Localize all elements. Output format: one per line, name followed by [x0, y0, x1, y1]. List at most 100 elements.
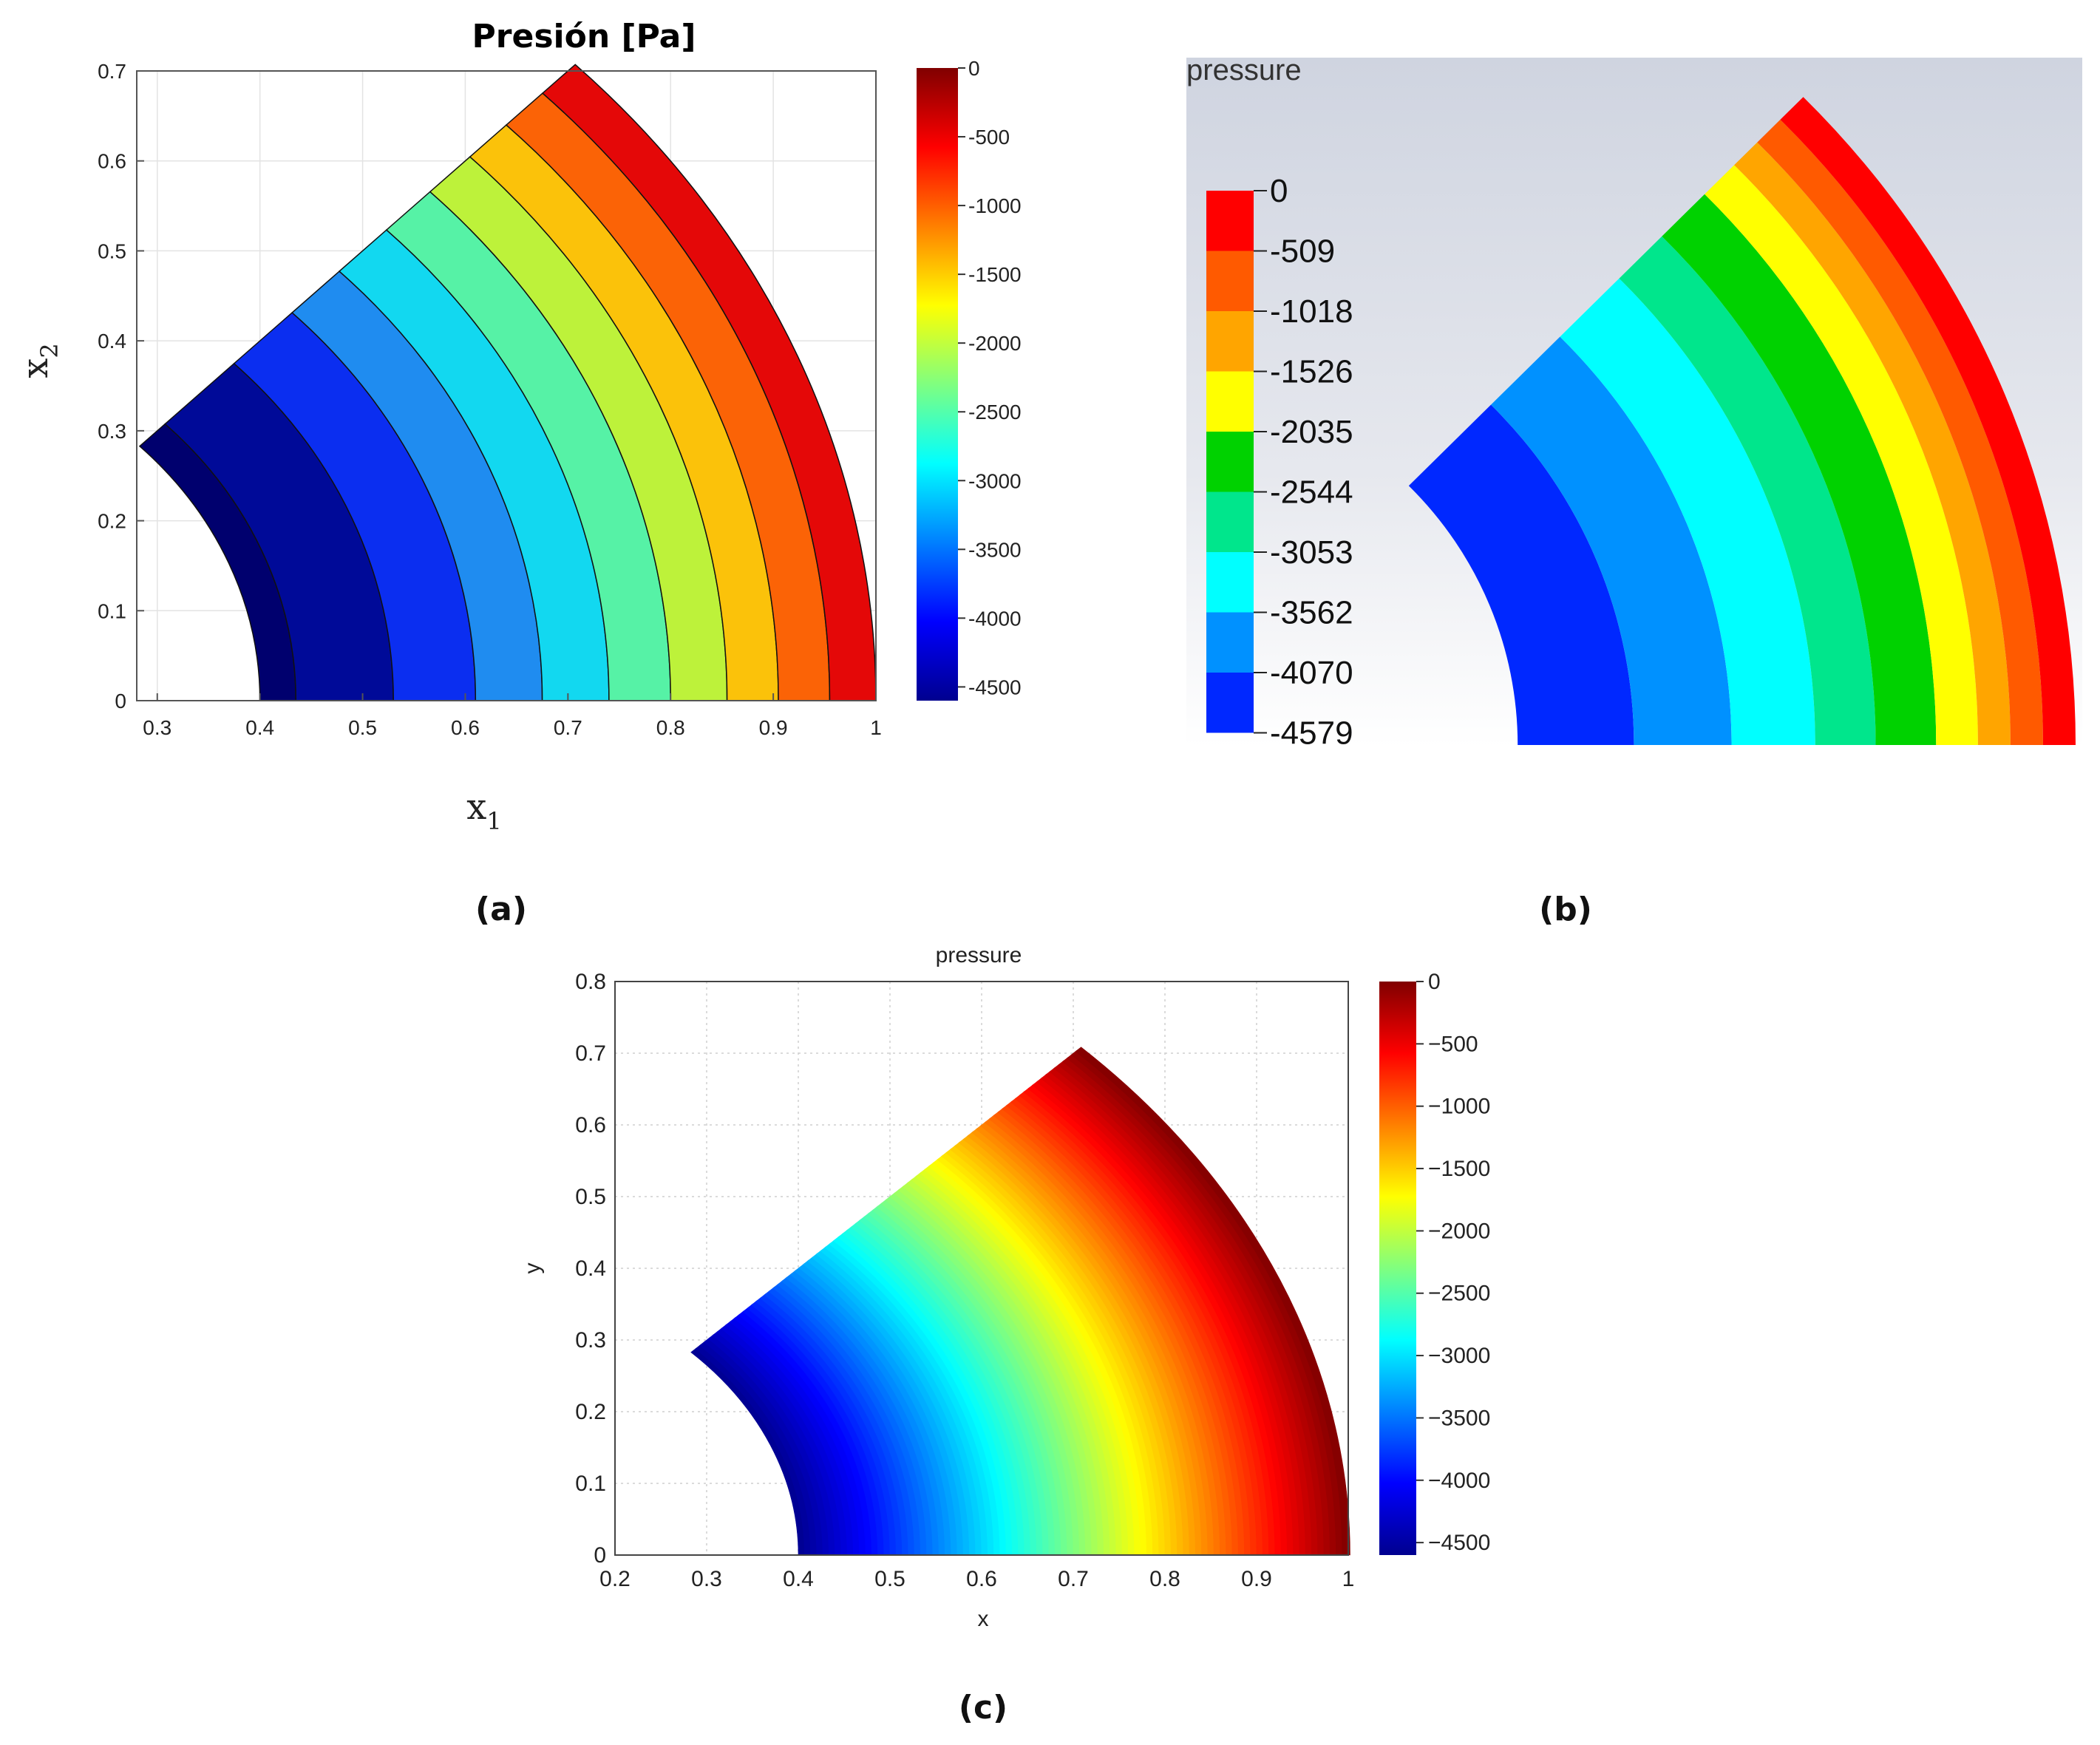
panel-b-title: pressure	[1186, 54, 1302, 86]
panel-c-colorbar-label: −4000	[1428, 1469, 1490, 1493]
panel-a-title: Presión [Pa]	[472, 18, 696, 55]
panel-c-field-ring	[1075, 1047, 1350, 1556]
panel-a-y-tick-label: 0.3	[98, 420, 126, 443]
panel-a-colorbar-ticks: 0 -500 -1000 -1500 -2000 -2500 -3000 -3500 -4000…	[958, 57, 1022, 698]
panel-b-legend-label: -1018	[1270, 293, 1353, 330]
panel-b-contour-band	[1705, 165, 1978, 745]
panel-c-pressure-field	[690, 1047, 1350, 1556]
panel-c-x-tick-label: 0.2	[599, 1567, 631, 1591]
panel-b-contour-band	[1734, 142, 2011, 745]
panel-b-contour-band	[1560, 278, 1815, 745]
panel-b-contour-band	[1662, 194, 1937, 745]
panel-b-legend-label: -4579	[1270, 715, 1353, 752]
panel-b-legend-swatch	[1206, 251, 1254, 311]
panel-a-colorbar-label: -3000	[968, 469, 1022, 492]
panel-a-colorbar-label: -4000	[968, 607, 1022, 630]
panel-c-x-tick-label: 1	[1342, 1567, 1355, 1591]
panel-c-colorbar-label: −1500	[1428, 1157, 1490, 1181]
panel-a-y-label: x2	[15, 343, 64, 378]
panel-c-y-tick-label: 0.4	[575, 1256, 606, 1281]
panel-b-contour-band	[1491, 336, 1732, 746]
panel-c-title: pressure	[936, 943, 1022, 967]
panel-c-label: (c)	[959, 1689, 1007, 1727]
panel-b-contour-band	[1408, 404, 1634, 745]
panel-b-contour-band	[1780, 97, 2076, 745]
panel-c-y-tick-label: 0.8	[575, 970, 606, 994]
panel-a-contour-bands	[138, 64, 877, 701]
panel-a-colorbar-label: -1500	[968, 263, 1022, 286]
panel-a-y-tick-label: 0.7	[98, 60, 126, 83]
panel-b-legend-label: -1526	[1270, 354, 1353, 390]
panel-a-colorbar-label: -3500	[968, 538, 1022, 561]
panel-a-colorbar-label: -4500	[968, 676, 1022, 698]
panel-a-colorbar-label: -500	[968, 126, 1010, 149]
panel-c-y-tick-label: 0.1	[575, 1472, 606, 1496]
panel-c-colorbar-label: 0	[1428, 970, 1441, 994]
panel-c-colorbar-ticks: 0 −500 −1000 −1500 −2000 −2500 −3000 −3500 −4000…	[1416, 970, 1490, 1555]
panel-c-colorbar-label: −1000	[1428, 1095, 1490, 1119]
panel-b-legend-label: -3053	[1270, 534, 1353, 571]
panel-c-x-tick-label: 0.3	[691, 1567, 722, 1591]
panel-c-colorbar-label: −3000	[1428, 1344, 1490, 1368]
panel-b: pressure 0 -509 -1018 -1526 -2035 -2544 -3053 -…	[1186, 54, 2082, 928]
panel-b-legend-label: -3562	[1270, 595, 1353, 631]
panel-c-axes-frame	[614, 981, 1349, 1556]
panel-c-x-tick-label: 0.8	[1149, 1567, 1180, 1591]
panel-b-legend-swatch	[1206, 491, 1254, 552]
panel-a-colorbar-label: -2000	[968, 332, 1022, 355]
panel-c-x-ticks: 0.2 0.3 0.4 0.5 0.6 0.7 0.8 0.9 1	[599, 1567, 1354, 1591]
panel-b-label: (b)	[1539, 891, 1592, 928]
panel-b-legend-swatch	[1206, 371, 1254, 432]
panel-c-x-label: x	[978, 1607, 989, 1631]
panel-b-legend-swatch	[1206, 311, 1254, 372]
panel-a-x-label-sub: 1	[486, 807, 501, 835]
panel-b-legend-label: -4070	[1270, 655, 1353, 691]
panel-a-x-tick-label: 0.5	[348, 716, 377, 739]
panel-c-colorbar	[1379, 982, 1416, 1555]
panel-c-colorbar-label: −3500	[1428, 1406, 1490, 1430]
panel-a-y-label-base: x	[15, 358, 56, 378]
panel-b-legend-swatch	[1206, 191, 1254, 251]
panel-b-legend-label: 0	[1270, 173, 1288, 209]
panel-a-y-ticks: 0 0.1 0.2 0.3 0.4 0.5 0.6 0.7	[98, 60, 144, 712]
panel-a-y-tick-label: 0.2	[98, 510, 126, 533]
panel-c-y-tick-label: 0	[594, 1543, 606, 1568]
panel-a-colorbar-label: -2500	[968, 401, 1022, 424]
panel-a: 0.3 0.4 0.5 0.6 0.7 0.8 0.9 1 00.10.20.30.40.50…	[15, 18, 1022, 928]
panel-a-x-tick-label: 0.6	[451, 716, 480, 739]
panel-c-y-tick-label: 0.2	[575, 1400, 606, 1424]
panel-c-y-label: y	[520, 1263, 545, 1274]
panel-b-legend-swatch	[1206, 612, 1254, 673]
panel-a-x-label-base: x	[466, 786, 486, 828]
panel-b-legend-label: -2544	[1270, 474, 1353, 511]
panel-a-x-tick-label: 0.3	[143, 716, 171, 739]
panel-c-colorbar-label: −500	[1428, 1032, 1478, 1056]
panel-a-colorbar-label: 0	[968, 57, 980, 80]
panel-b-legend: 0 -509 -1018 -1526 -2035 -2544 -3053 -3562 -4070…	[1206, 173, 1353, 752]
panel-b-contour-band	[1757, 119, 2043, 745]
panel-a-label: (a)	[475, 891, 527, 928]
panel-b-legend-swatch	[1206, 673, 1254, 733]
panel-c-x-tick-label: 0.6	[966, 1567, 997, 1591]
panel-c-x-tick-label: 0.4	[783, 1567, 814, 1591]
panel-c-y-tick-label: 0.6	[575, 1113, 606, 1137]
panel-c-x-tick-label: 0.7	[1058, 1567, 1089, 1591]
panel-c-x-tick-label: 0.9	[1241, 1567, 1272, 1591]
panel-a-x-label: x1	[466, 786, 501, 835]
panel-a-x-tick-label: 0.4	[245, 716, 274, 739]
panel-b-contour-bands	[1408, 97, 2076, 746]
panel-a-y-tick-label: 0.4	[98, 330, 126, 353]
panel-c-x-tick-label: 0.5	[874, 1567, 905, 1591]
panel-a-x-ticks: 0.3 0.4 0.5 0.6 0.7 0.8 0.9 1	[143, 693, 882, 739]
panel-a-y-label-sub: 2	[35, 343, 64, 358]
panel-c-colorbar-label: −4500	[1428, 1531, 1490, 1555]
panel-a-x-tick-label: 0.9	[759, 716, 788, 739]
panel-a-y-tick-label: 0.6	[98, 150, 126, 173]
panel-b-legend-label: -509	[1270, 234, 1335, 270]
panel-b-legend-label: -2035	[1270, 414, 1353, 450]
panel-b-legend-swatch	[1206, 432, 1254, 492]
panel-a-x-tick-label: 0.7	[554, 716, 582, 739]
panel-c-y-ticks: 0 0.1 0.2 0.3 0.4 0.5 0.6 0.7 0.8	[575, 970, 606, 1568]
panel-c-colorbar-label: −2000	[1428, 1219, 1490, 1243]
